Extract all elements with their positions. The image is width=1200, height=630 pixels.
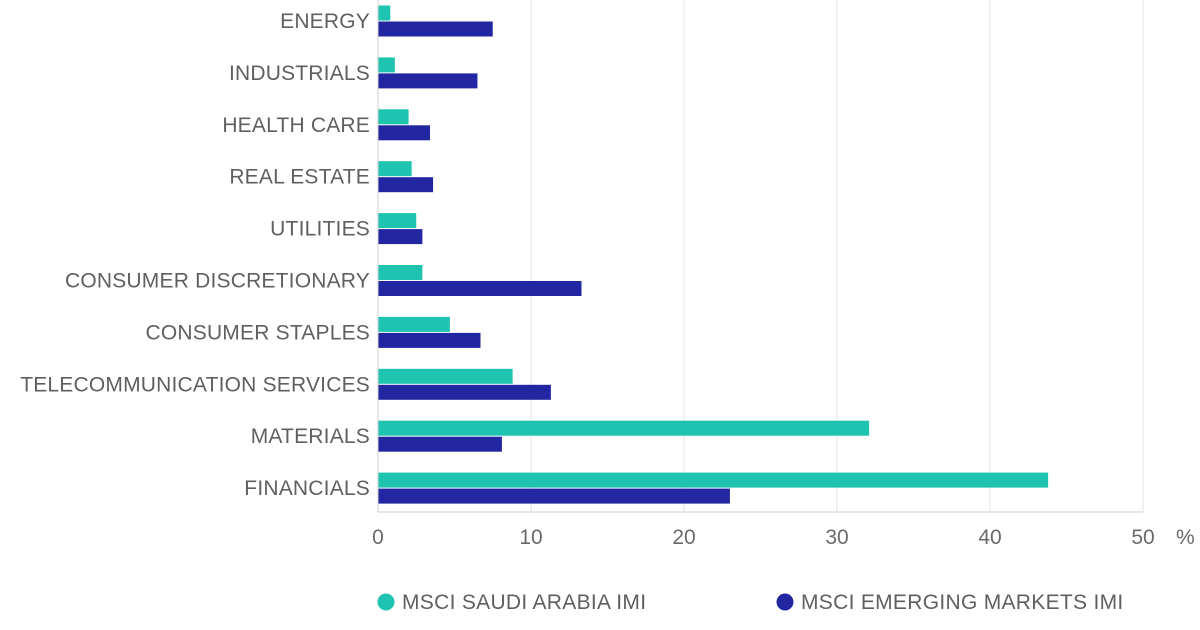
legend-label-saudi: MSCI SAUDI ARABIA IMI xyxy=(402,591,646,614)
category-label: UTILITIES xyxy=(270,218,370,241)
legend: MSCI SAUDI ARABIA IMI MSCI EMERGING MARKE… xyxy=(377,591,1124,614)
bar-saudi-consumer-discretionary xyxy=(378,265,423,280)
bar-em-materials xyxy=(378,436,502,452)
x-tick-label: 0 xyxy=(372,526,384,549)
x-tick-label: 50 xyxy=(1131,526,1154,549)
x-axis: 0 10 20 30 40 50% xyxy=(372,0,1195,549)
bar-saudi-utilities xyxy=(378,213,417,229)
bar-em-real-estate xyxy=(378,177,434,193)
legend-marker-em xyxy=(776,593,794,611)
x-tick-label: 20 xyxy=(672,526,695,549)
bar-em-telecommunication-services xyxy=(378,384,551,400)
bar-em-financials xyxy=(378,488,730,504)
category-label: HEALTH CARE xyxy=(222,114,370,137)
bar-em-industrials xyxy=(378,73,478,89)
x-tick-label: 40 xyxy=(978,526,1001,549)
bar-saudi-telecommunication-services xyxy=(378,368,513,384)
legend-label-em: MSCI EMERGING MARKETS IMI xyxy=(801,591,1124,614)
category-label: ENERGY xyxy=(280,10,370,33)
bar-em-utilities xyxy=(378,229,423,245)
bar-em-health-care xyxy=(378,125,431,141)
bar-em-consumer-discretionary xyxy=(378,281,582,296)
bar-saudi-financials xyxy=(378,472,1049,488)
x-tick-label: 10 xyxy=(519,526,542,549)
legend-marker-saudi xyxy=(377,593,395,611)
category-label: INDUSTRIALS xyxy=(229,62,370,85)
category-label: CONSUMER DISCRETIONARY xyxy=(65,270,370,293)
bar-saudi-energy xyxy=(378,5,391,21)
category-label: FINANCIALS xyxy=(244,477,370,500)
x-axis-unit: % xyxy=(1176,526,1195,549)
bar-saudi-consumer-staples xyxy=(378,316,450,332)
category-label: TELECOMMUNICATION SERVICES xyxy=(20,373,370,396)
bar-em-energy xyxy=(378,21,493,37)
bar-saudi-health-care xyxy=(378,109,409,125)
x-tick-label: 30 xyxy=(825,526,848,549)
bar-saudi-industrials xyxy=(378,57,395,73)
bar-em-consumer-staples xyxy=(378,332,481,348)
bar-saudi-materials xyxy=(378,420,870,436)
category-labels: ENERGY INDUSTRIALS HEALTH CARE REAL ESTATE U… xyxy=(20,10,370,500)
category-label: MATERIALS xyxy=(251,425,370,448)
category-label: CONSUMER STAPLES xyxy=(145,321,370,344)
category-label: REAL ESTATE xyxy=(229,166,370,189)
bars xyxy=(378,5,1049,504)
bar-saudi-real-estate xyxy=(378,161,412,177)
